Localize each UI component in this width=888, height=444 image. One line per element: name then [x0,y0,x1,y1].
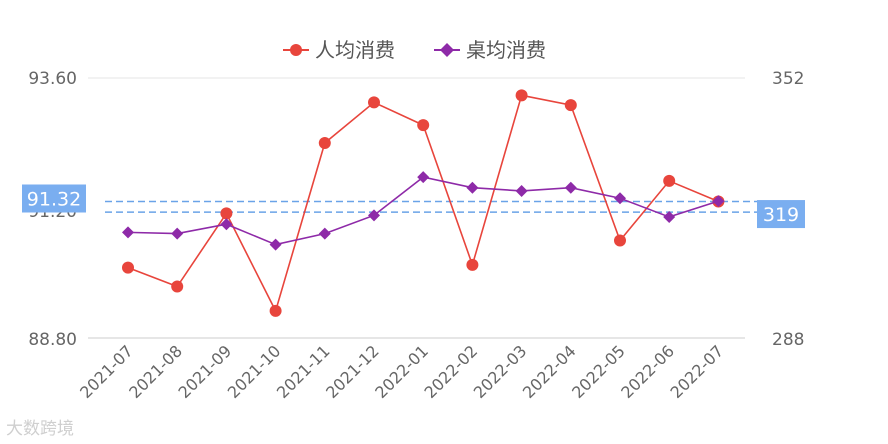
legend-marker-circle [290,44,302,56]
data-point-series-1-2021-08[interactable] [171,227,184,240]
data-point-series-1-2021-07[interactable] [122,226,134,239]
x-tick-label: 2021-08 [125,341,186,402]
x-tick-label: 2022-05 [568,341,629,402]
markline-right-label: 319 [763,204,799,226]
data-point-series-1-2022-02[interactable] [466,181,479,194]
data-point-series-1-2021-11[interactable] [318,227,331,240]
x-tick-label: 2022-01 [371,341,432,402]
data-point-series-1-2021-12[interactable] [368,209,380,222]
data-point-series-0-2022-05[interactable] [614,234,626,247]
data-point-series-0-2021-10[interactable] [269,304,282,317]
legend-item-per-capita[interactable]: 人均消费 [283,38,395,62]
mark-lines: 91.32 319 [22,184,805,229]
x-tick-label: 2022-07 [667,341,728,402]
data-point-series-1-2022-03[interactable] [515,184,528,197]
watermark-text: 大数跨境 [6,419,74,439]
y-left-tick-min: 88.80 [28,330,77,350]
data-point-series-0-2021-11[interactable] [318,137,331,149]
x-tick-label: 2021-10 [224,341,285,402]
legend-label-per-table: 桌均消费 [466,38,546,62]
data-point-series-0-2021-12[interactable] [368,96,380,109]
markline-left-label: 91.32 [27,189,81,211]
legend: 人均消费 桌均消费 [283,38,546,62]
data-point-series-0-2022-02[interactable] [466,258,479,271]
data-point-series-1-2022-06[interactable] [663,210,676,223]
y-right-tick-min: 288 [772,330,804,350]
markline-left-label-box [22,184,86,213]
y-left-tick-max: 93.60 [28,69,77,89]
x-tick-label: 2021-12 [322,341,383,402]
legend-marker-diamond [440,43,454,57]
x-tick-label: 2022-04 [519,341,580,402]
series-layer [122,89,725,317]
data-point-series-1-2022-05[interactable] [614,192,626,205]
x-tick-label: 2022-06 [617,341,678,402]
data-point-series-0-2022-01[interactable] [417,119,430,132]
x-tick-label: 2022-02 [421,341,482,402]
data-point-series-0-2022-06[interactable] [663,174,676,187]
series-line-1 [127,176,719,246]
legend-item-per-table[interactable]: 桌均消费 [434,38,546,62]
data-point-series-1-2022-04[interactable] [564,181,577,194]
x-tick-label: 2021-09 [175,341,236,402]
data-point-series-1-2022-01[interactable] [417,171,430,184]
data-point-series-0-2021-08[interactable] [171,280,184,293]
legend-label-per-capita: 人均消费 [315,38,395,62]
x-tick-label: 2022-03 [470,341,531,402]
data-point-series-0-2021-09[interactable] [220,207,233,220]
data-point-series-1-2022-07[interactable] [712,195,725,208]
data-point-series-0-2022-04[interactable] [564,99,577,112]
x-tick-label: 2021-11 [273,341,334,402]
data-point-series-0-2022-03[interactable] [515,89,528,102]
data-point-series-1-2021-09[interactable] [220,218,233,231]
markline-right-label-box [757,200,805,229]
x-axis-ticks: 2021-072021-082021-092021-102021-112021-… [76,341,727,402]
x-tick-label: 2021-07 [76,341,137,402]
data-point-series-1-2021-10[interactable] [269,238,282,251]
data-point-series-0-2021-07[interactable] [122,261,134,274]
y-right-tick-max: 352 [772,69,804,89]
